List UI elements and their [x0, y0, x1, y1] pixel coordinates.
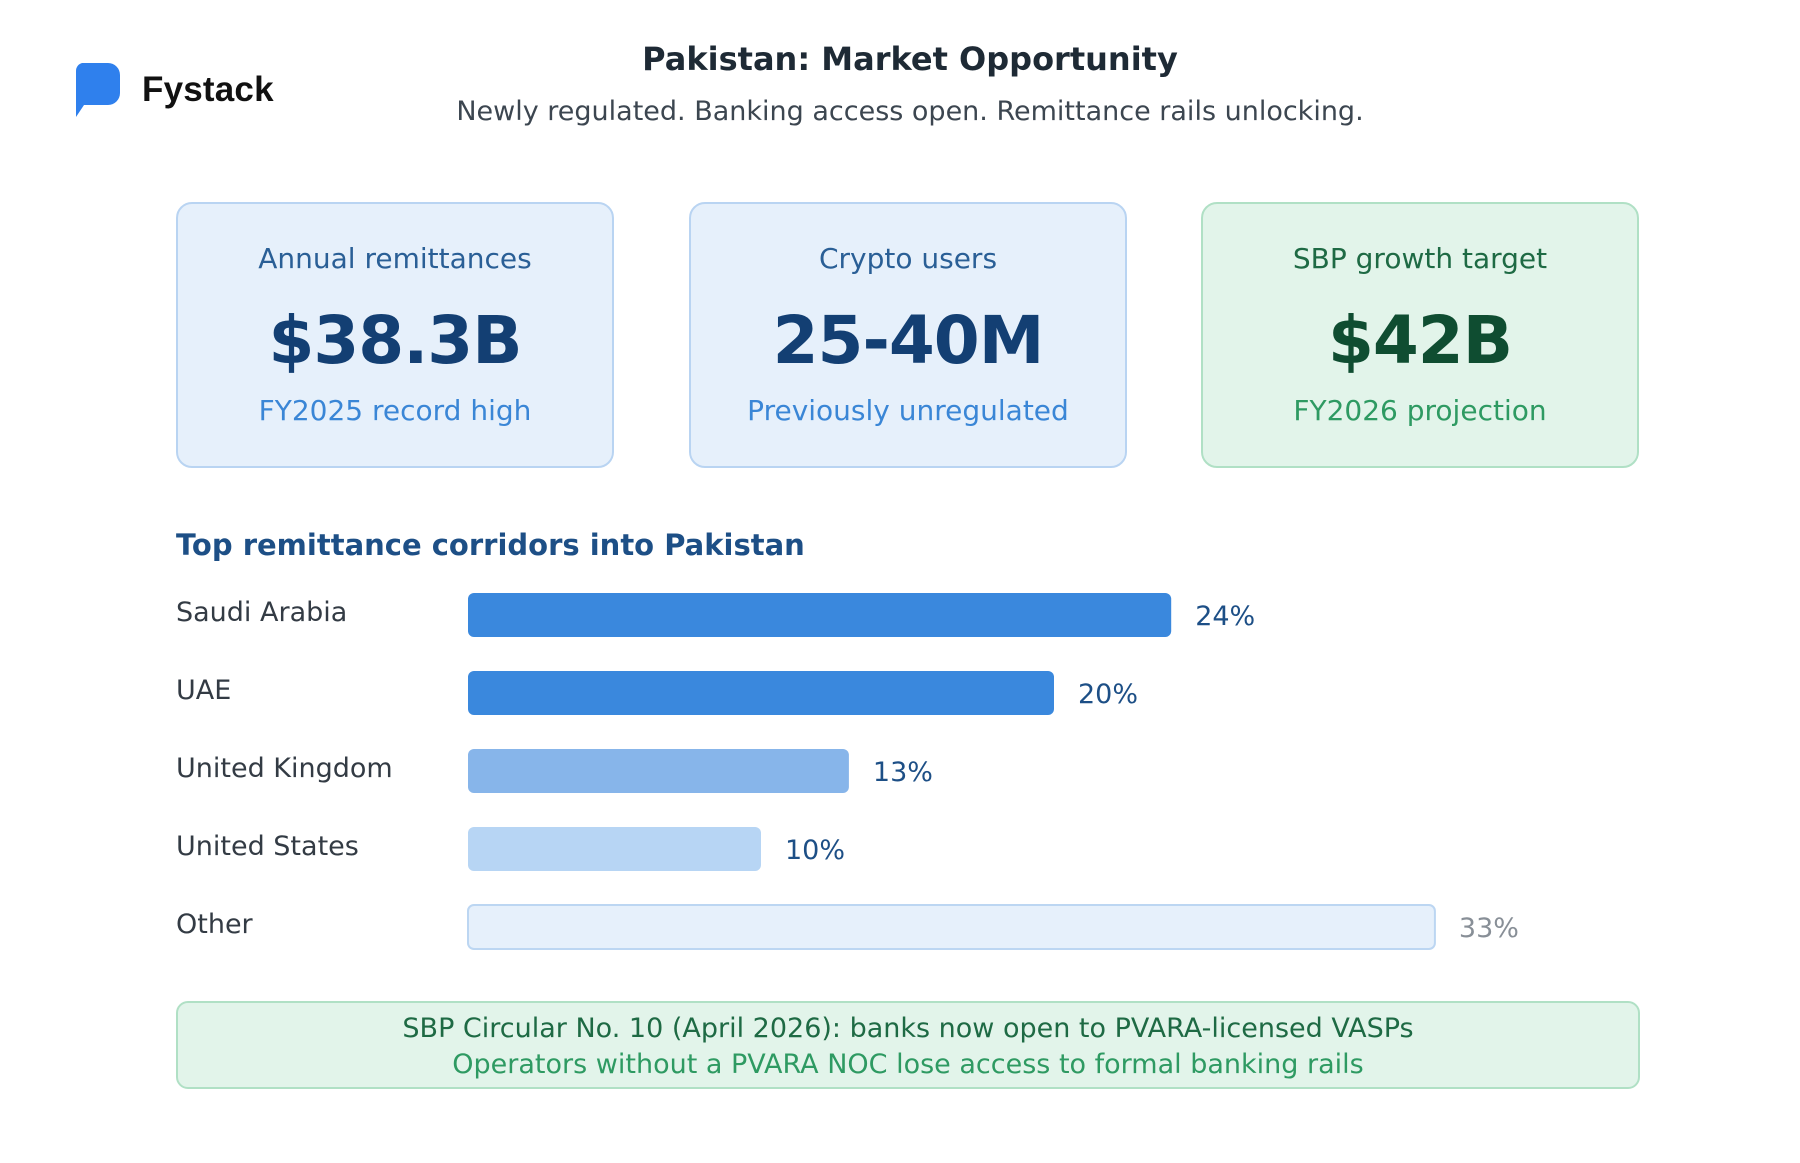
regulatory-notice: SBP Circular No. 10 (April 2026): banks …	[176, 1001, 1640, 1089]
corridor-bar-other	[467, 904, 1436, 950]
stat-card-sbp-growth-target: SBP growth target $42B FY2026 projection	[1201, 202, 1639, 468]
stat-note: Previously unregulated	[747, 394, 1069, 427]
corridor-bar-uae	[468, 671, 1054, 715]
corridor-bar-united-kingdom	[468, 749, 849, 793]
stat-value: $42B	[1327, 302, 1513, 379]
stat-card-crypto-users: Crypto users 25-40M Previously unregulat…	[689, 202, 1127, 468]
stat-label: Annual remittances	[258, 242, 532, 275]
stat-value: 25-40M	[772, 302, 1045, 379]
corridor-label-saudi-arabia: Saudi Arabia	[176, 597, 347, 628]
corridor-value-saudi-arabia: 24%	[1195, 601, 1255, 632]
corridor-label-united-states: United States	[176, 831, 359, 862]
corridor-label-uae: UAE	[176, 675, 231, 706]
stat-label: Crypto users	[818, 242, 998, 275]
corridor-value-united-kingdom: 13%	[873, 757, 933, 788]
page-subtitle: Newly regulated. Banking access open. Re…	[456, 96, 1364, 127]
stat-card-annual-remittances: Annual remittances $38.3B FY2025 record …	[176, 202, 614, 468]
notice-headline: SBP Circular No. 10 (April 2026): banks …	[402, 1013, 1414, 1044]
corridor-value-uae: 20%	[1078, 679, 1138, 710]
corridor-value-united-states: 10%	[785, 835, 845, 866]
chat-bubble-icon	[75, 63, 120, 117]
corridor-label-other: Other	[176, 909, 254, 940]
chart-title: Top remittance corridors into Pakistan	[176, 528, 805, 562]
brand-name: Fystack	[142, 70, 274, 109]
corridor-label-united-kingdom: United Kingdom	[176, 753, 393, 784]
page-title: Pakistan: Market Opportunity	[642, 40, 1178, 78]
stat-note: FY2026 projection	[1293, 394, 1547, 427]
stat-value: $38.3B	[268, 302, 522, 379]
notice-detail: Operators without a PVARA NOC lose acces…	[452, 1049, 1364, 1080]
stat-label: SBP growth target	[1292, 242, 1548, 275]
corridor-value-other: 33%	[1459, 913, 1519, 944]
stat-note: FY2025 record high	[258, 394, 532, 427]
corridor-bar-united-states	[468, 827, 761, 871]
brand: Fystack	[74, 63, 274, 117]
corridor-bar-saudi-arabia	[468, 593, 1172, 637]
